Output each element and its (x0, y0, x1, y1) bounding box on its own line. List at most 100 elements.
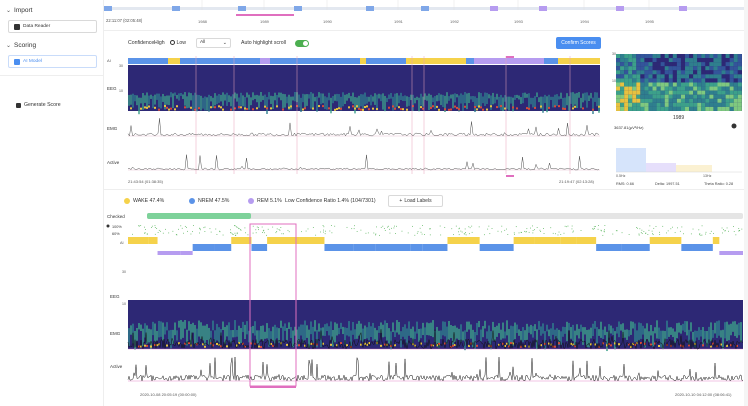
overview-epoch (719, 251, 743, 255)
hypnogram-epoch (406, 58, 466, 64)
svg-text:AI: AI (120, 241, 124, 245)
overview-epoch (192, 244, 215, 251)
overview-epoch (534, 237, 561, 244)
radio-selected-icon (170, 40, 175, 46)
hypnogram-epoch (544, 58, 558, 64)
timeline-tick: 1990 (323, 19, 333, 24)
nrem-dot (189, 198, 195, 204)
top-timeline[interactable]: 1988 1989 1990 1991 1992 1993 1994 1995 (104, 0, 748, 30)
overview-epoch (560, 237, 577, 244)
hypnogram-epoch (180, 58, 260, 64)
legend-nrem: NREM 47.5% (189, 198, 229, 204)
high-label: High (154, 40, 165, 46)
nrem-label: NREM 47.5% (198, 198, 230, 204)
timeline-tick: 1994 (580, 19, 590, 24)
auto-highlight-toggle[interactable] (295, 40, 309, 47)
plus-icon: + (399, 198, 403, 204)
timeline-tick: 1992 (450, 19, 460, 24)
ov-eeg-max-tick: 30 (122, 270, 126, 274)
eeg-mid-tick: 10 (119, 89, 123, 93)
hypnogram-epoch (270, 58, 360, 64)
chevron-down-icon: ⌄ (222, 40, 227, 46)
overview-epoch (712, 237, 720, 244)
ai-model-button[interactable]: AI Model (8, 55, 97, 68)
hypnogram-epoch (128, 58, 168, 64)
hypnogram-epoch (366, 58, 388, 64)
auto-highlight-label: Auto highlight scroll (241, 40, 286, 46)
vertical-scrollbar[interactable] (744, 0, 748, 406)
overview-epoch (324, 244, 354, 251)
overview-epoch (422, 244, 448, 251)
import-section-header[interactable]: ⌄ Import (6, 7, 32, 14)
generate-score-button[interactable]: Generate Score (16, 102, 61, 108)
low-label: Low (176, 40, 186, 46)
main-area: 1988 1989 1990 1991 1992 1993 1994 1995 22:11:0… (104, 0, 748, 406)
chevron-down-icon: ⌄ (6, 8, 12, 14)
data-reader-label: Data Reader (23, 24, 51, 29)
confidence-low-option[interactable]: Low (170, 40, 186, 46)
overview-epoch (447, 237, 480, 244)
ov-time-start: 2020-10-08 20:05:19 (00:00:00) (140, 392, 197, 397)
divider (104, 30, 748, 31)
import-label: Import (14, 7, 33, 14)
confidence-label: Confidence: (128, 40, 156, 46)
wake-dot (124, 198, 130, 204)
legend-wake: WAKE 47.4% (124, 198, 164, 204)
chevron-down-icon: ⌄ (6, 43, 12, 49)
timeline-tick: 1988 (198, 19, 208, 24)
data-reader-icon (14, 24, 20, 30)
timeline-tick: 1993 (514, 19, 524, 24)
ov-active-label: Active (110, 364, 123, 369)
hypnogram-epoch (360, 58, 366, 64)
scoring-section-header[interactable]: ⌄ Scoring (6, 42, 36, 49)
timeline-tick: 1991 (394, 19, 404, 24)
epoch-time-end: 21:19:47 (02:13:28) (559, 179, 595, 184)
hypnogram-epoch (260, 58, 270, 64)
spectrum-x-left: 0.5Hz (616, 174, 626, 178)
legend-rem: REM 5.1% (248, 198, 282, 204)
info-icon (731, 123, 737, 129)
scoring-label: Scoring (14, 42, 37, 49)
ov-time-end: 2020-10-10 04:12:00 (08:06:41) (675, 392, 732, 397)
overview-epoch (180, 251, 193, 255)
divider (104, 189, 748, 190)
overview-epoch (410, 244, 423, 251)
overview-epoch (353, 244, 376, 251)
hypnogram-epoch (558, 58, 600, 64)
epoch-view-panel[interactable]: AI 30 10 EEG EMG Active 21:43:54 (01:38:… (104, 52, 608, 187)
confirm-scores-button[interactable]: Confirm Scores (556, 37, 601, 49)
overview-epoch (231, 237, 252, 244)
overview-epoch (251, 244, 268, 251)
overview-epoch (681, 244, 693, 251)
epoch-time-start: 21:43:54 (01:38:35) (128, 179, 164, 184)
spectrum-delta: Delta: 1997.51 (655, 182, 680, 186)
overview-epoch (214, 244, 232, 251)
rem-label: REM 5.1% (257, 198, 282, 204)
low-confidence-ratio: Low Confidence Ratio 1.4% (104/7301) (285, 198, 376, 204)
svg-text:AI: AI (107, 58, 111, 63)
confidence-select[interactable]: All ⌄ (196, 38, 231, 48)
overview-epoch (479, 244, 514, 251)
overview-epoch (299, 237, 325, 244)
overview-epoch (692, 244, 713, 251)
overview-epoch (267, 237, 300, 244)
ai-model-label: AI Model (23, 59, 42, 64)
overview-epoch (596, 244, 622, 251)
spectrum-y-max: 30 (612, 52, 616, 56)
hypnogram-epoch (466, 58, 474, 64)
overview-epoch (375, 244, 411, 251)
timeline-selection-bar (236, 14, 294, 16)
data-reader-button[interactable]: Data Reader (8, 20, 97, 33)
ov-eeg-label: EEG (110, 294, 120, 299)
spectrum-power: 3637.81(μV²/Hz) (614, 125, 644, 130)
spectrum-title: 1989 (673, 115, 684, 121)
hypnogram-epoch (388, 58, 406, 64)
hypnogram-epoch (474, 58, 544, 64)
ov-eeg-mid-tick: 10 (122, 302, 126, 306)
load-labels-button[interactable]: + Load Labels (388, 195, 443, 207)
confidence-high-option[interactable]: High (154, 40, 165, 46)
generate-icon (16, 102, 21, 108)
spectrum-theta: Theta Ratio: 0.28 (704, 182, 733, 186)
spectrum-x-right: 13Hz (703, 174, 712, 178)
overview-panel[interactable]: Checked 100% 60% AI 30 10 EEG EMG Active… (104, 210, 748, 400)
